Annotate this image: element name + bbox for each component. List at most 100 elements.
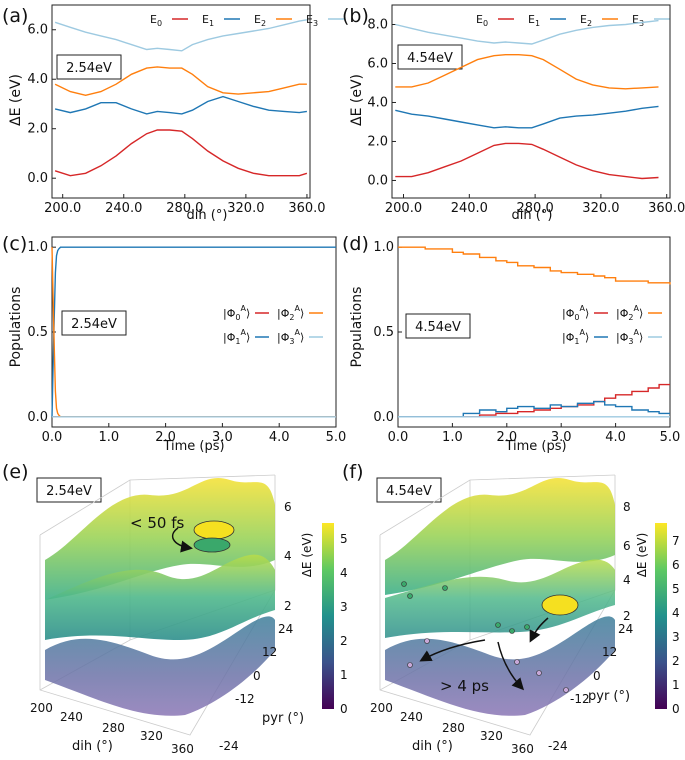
x-tick-label-c-4: 4.0	[269, 430, 290, 445]
panel-e: (e) 2.54eV < 50 fs 200 240 280 320 360 d…	[2, 461, 348, 756]
legend-d: |Φ0A⟩ |Φ2A⟩ |Φ1A⟩ |Φ3A⟩	[562, 304, 662, 346]
series-e1-b	[395, 105, 659, 129]
z-label-e: ΔE (eV)	[300, 533, 314, 578]
series-phi1-c	[51, 246, 336, 417]
series-e2-b	[395, 54, 659, 90]
pyr-tick-e-0: 24	[278, 622, 293, 636]
series-e1-a	[54, 95, 308, 115]
x-tick-label-a-4: 360.0	[288, 201, 325, 216]
panel-d: (d) Populations Time (ps) |Φ0A⟩ |Φ2A⟩ |Φ…	[342, 233, 662, 454]
y-axis-title-a: ΔE (eV)	[8, 74, 24, 126]
panel-a: (a) ΔE (eV) dih (°) E0 E1 E2 E3 2.54eV	[2, 5, 344, 223]
energy-label-c: 2.54eV	[71, 317, 117, 332]
trajectory-point-f-10	[563, 687, 569, 693]
trajectory-cluster-yellow-e	[193, 520, 235, 540]
y-tick-label-d-2: 1.0	[373, 240, 394, 255]
colorbar-tick-e-3: 3	[340, 600, 348, 614]
energy-label-a: 2.54eV	[66, 61, 112, 76]
colorbar-tick-e-0: 0	[340, 702, 348, 716]
trajectory-point-f-2	[442, 585, 448, 591]
series-e0-b	[395, 142, 659, 180]
legend-label-e0-a: E0	[150, 13, 162, 28]
panel-letter-a: (a)	[2, 5, 28, 27]
trajectory-point-f-9	[536, 670, 542, 676]
y-tick-label-d-1: 0.5	[373, 325, 394, 340]
z-tick-e-1: 4	[284, 549, 292, 563]
x-axis-title-d: Time (ps)	[504, 439, 566, 454]
dih-tick-e-1: 240	[60, 710, 83, 724]
legend-label-phi1-c: |Φ1A⟩	[223, 328, 250, 346]
x-tick-label-d-4: 4.0	[605, 430, 626, 445]
y-tick-label-b-4: 8.0	[367, 17, 388, 32]
plot-c: 0.0 1.0 2.0 3.0 4.0 5.0 0.0 0.5 1.0	[27, 236, 346, 445]
legend-label-phi1-d: |Φ1A⟩	[562, 328, 589, 346]
y-tick-label-a-1: 2.0	[27, 122, 48, 137]
x-tick-label-a-0: 200.0	[44, 201, 81, 216]
y-tick-label-d-0: 0.0	[373, 410, 394, 425]
trajectory-point-f-0	[401, 581, 407, 587]
z-tick-f-0: 8	[623, 500, 631, 514]
legend-label-phi0-c: |Φ0A⟩	[223, 304, 250, 322]
pyr-tick-e-3: -12	[235, 692, 255, 706]
pyr-label-e: pyr (°)	[262, 711, 304, 726]
colorbar-tick-f-2: 2	[672, 654, 680, 668]
series-e3-b	[395, 19, 659, 45]
panel-letter-d: (d)	[342, 233, 369, 255]
colorbar-ticks-f: 0 1 2 3 4 5 6 7	[672, 534, 680, 716]
dih-ticks-f: 200 240 280 320 360	[370, 701, 534, 756]
plot-frame-a	[51, 4, 311, 199]
trajectory-point-f-1	[407, 593, 413, 599]
series-phi0-d	[398, 383, 670, 418]
dih-tick-f-0: 200	[370, 701, 393, 715]
colorbar-f	[655, 523, 667, 709]
z-tick-e-0: 6	[284, 500, 292, 514]
trajectory-point-f-7	[424, 638, 430, 644]
transition-arrow-e	[171, 527, 193, 553]
y-axis-title-d: Populations	[349, 287, 365, 368]
y-tick-label-a-3: 6.0	[27, 23, 48, 38]
dih-tick-e-3: 320	[140, 729, 163, 743]
y-tick-label-b-0: 0.0	[367, 173, 388, 188]
plot-d: 0.0 1.0 2.0 3.0 4.0 5.0 0.0 0.5 1.0	[373, 236, 680, 445]
transition-arrows-f	[419, 617, 549, 691]
dih-label-e: dih (°)	[72, 739, 113, 754]
series-e3-a	[54, 19, 308, 52]
legend-label-phi3-c: |Φ3A⟩	[277, 328, 304, 346]
pyr-tick-f-4: -24	[548, 739, 568, 753]
dih-ticks-e: 200 240 280 320 360	[30, 701, 194, 756]
transition-arrow-f-1	[419, 639, 486, 662]
trajectory-cluster-green-e	[193, 537, 231, 553]
energy-box-a	[56, 54, 122, 80]
panel-letter-e: (e)	[2, 461, 29, 483]
legend-b: E0 E1 E2 E3	[476, 13, 670, 28]
series-e0-a	[54, 129, 308, 177]
trajectory-cluster-yellow-f	[541, 594, 579, 616]
energy-box-e	[36, 477, 102, 503]
colorbar-tick-e-1: 1	[340, 668, 348, 682]
y-tick-label-b-3: 6.0	[367, 56, 388, 71]
pyr-label-f: pyr (°)	[588, 689, 630, 704]
dih-tick-f-4: 360	[511, 742, 534, 756]
colorbar-ticks-e: 0 1 2 3 4 5	[340, 532, 348, 716]
energy-label-b: 4.54eV	[407, 51, 453, 66]
x-tick-label-c-1: 1.0	[98, 430, 119, 445]
trajectory-point-f-6	[407, 662, 413, 668]
dih-tick-e-2: 280	[102, 721, 125, 735]
legend-label-e2-a: E2	[254, 13, 266, 28]
pyr-tick-f-3: -12	[570, 692, 590, 706]
surface-lower-f	[385, 616, 615, 716]
plot-frame-b	[391, 4, 671, 199]
annotation-e: < 50 fs	[130, 514, 184, 532]
y-tick-label-a-2: 4.0	[27, 72, 48, 87]
x-tick-label-a-1: 240.0	[105, 201, 142, 216]
colorbar-e	[322, 523, 334, 709]
panel-letter-b: (b)	[342, 5, 369, 27]
x-tick-label-b-3: 320.0	[582, 201, 619, 216]
z-tick-f-1: 6	[623, 539, 631, 553]
x-tick-label-d-0: 0.0	[388, 430, 409, 445]
x-tick-label-b-1: 240.0	[451, 201, 488, 216]
trajectory-points-e	[193, 520, 235, 553]
colorbar-tick-f-3: 3	[672, 630, 680, 644]
panel-b: (b) ΔE (eV) dih (°) E0 E1 E2 E3 4.54eV	[342, 5, 670, 223]
energy-label-e: 2.54eV	[46, 484, 92, 499]
